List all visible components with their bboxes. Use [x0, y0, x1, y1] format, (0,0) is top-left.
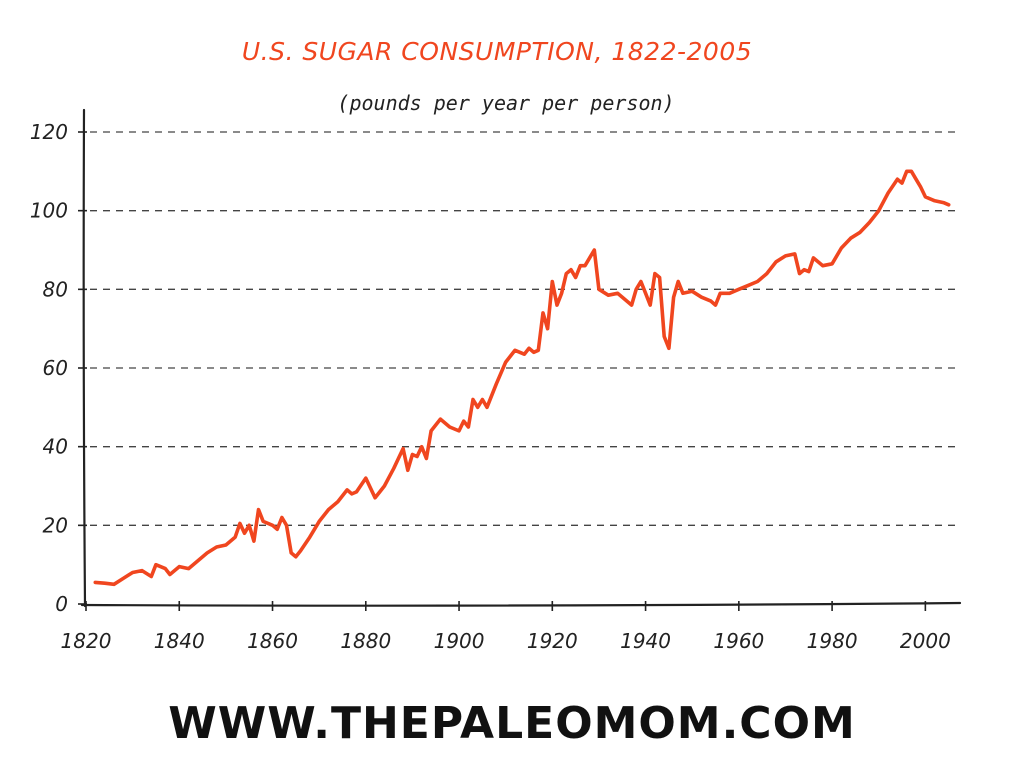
- gridlines: [90, 131, 960, 526]
- tick-labels: 0 20 40 60 80 100 120 1820 1840 1860 1880 1900 1920 1…: [30, 120, 951, 653]
- x-tick-label-1980: 1980: [807, 629, 858, 653]
- x-tick-label-1900: 1900: [434, 629, 485, 653]
- y-tick-label-20: 20: [43, 513, 68, 537]
- y-tick-label-120: 120: [30, 120, 68, 144]
- y-tick-label-40: 40: [43, 435, 68, 459]
- y-axis: [82, 108, 87, 608]
- x-tick-label-1820: 1820: [61, 629, 112, 653]
- x-tick-label-1920: 1920: [527, 629, 578, 653]
- x-tick-label-1860: 1860: [247, 629, 298, 653]
- y-tick-label-100: 100: [30, 199, 68, 223]
- data-series: [93, 169, 951, 587]
- chart-subtitle: (pounds per year per person): [337, 91, 674, 115]
- series-line-0: [93, 169, 951, 587]
- x-tick-label-1840: 1840: [154, 629, 205, 653]
- chart-title: U.S. SUGAR CONSUMPTION, 1822-2005: [242, 37, 752, 66]
- y-tick-label-60: 60: [43, 356, 68, 380]
- x-tick-label-1960: 1960: [713, 629, 764, 653]
- x-tick-label-1940: 1940: [620, 629, 671, 653]
- x-tick-label-2000: 2000: [900, 629, 951, 653]
- y-tick-label-80: 80: [43, 277, 68, 301]
- axes: [80, 108, 962, 608]
- x-axis: [80, 601, 962, 607]
- x-tick-label-1880: 1880: [340, 629, 391, 653]
- website-url: WWW.THEPALEOMOM.COM: [168, 698, 856, 749]
- y-tick-label-0: 0: [55, 592, 68, 616]
